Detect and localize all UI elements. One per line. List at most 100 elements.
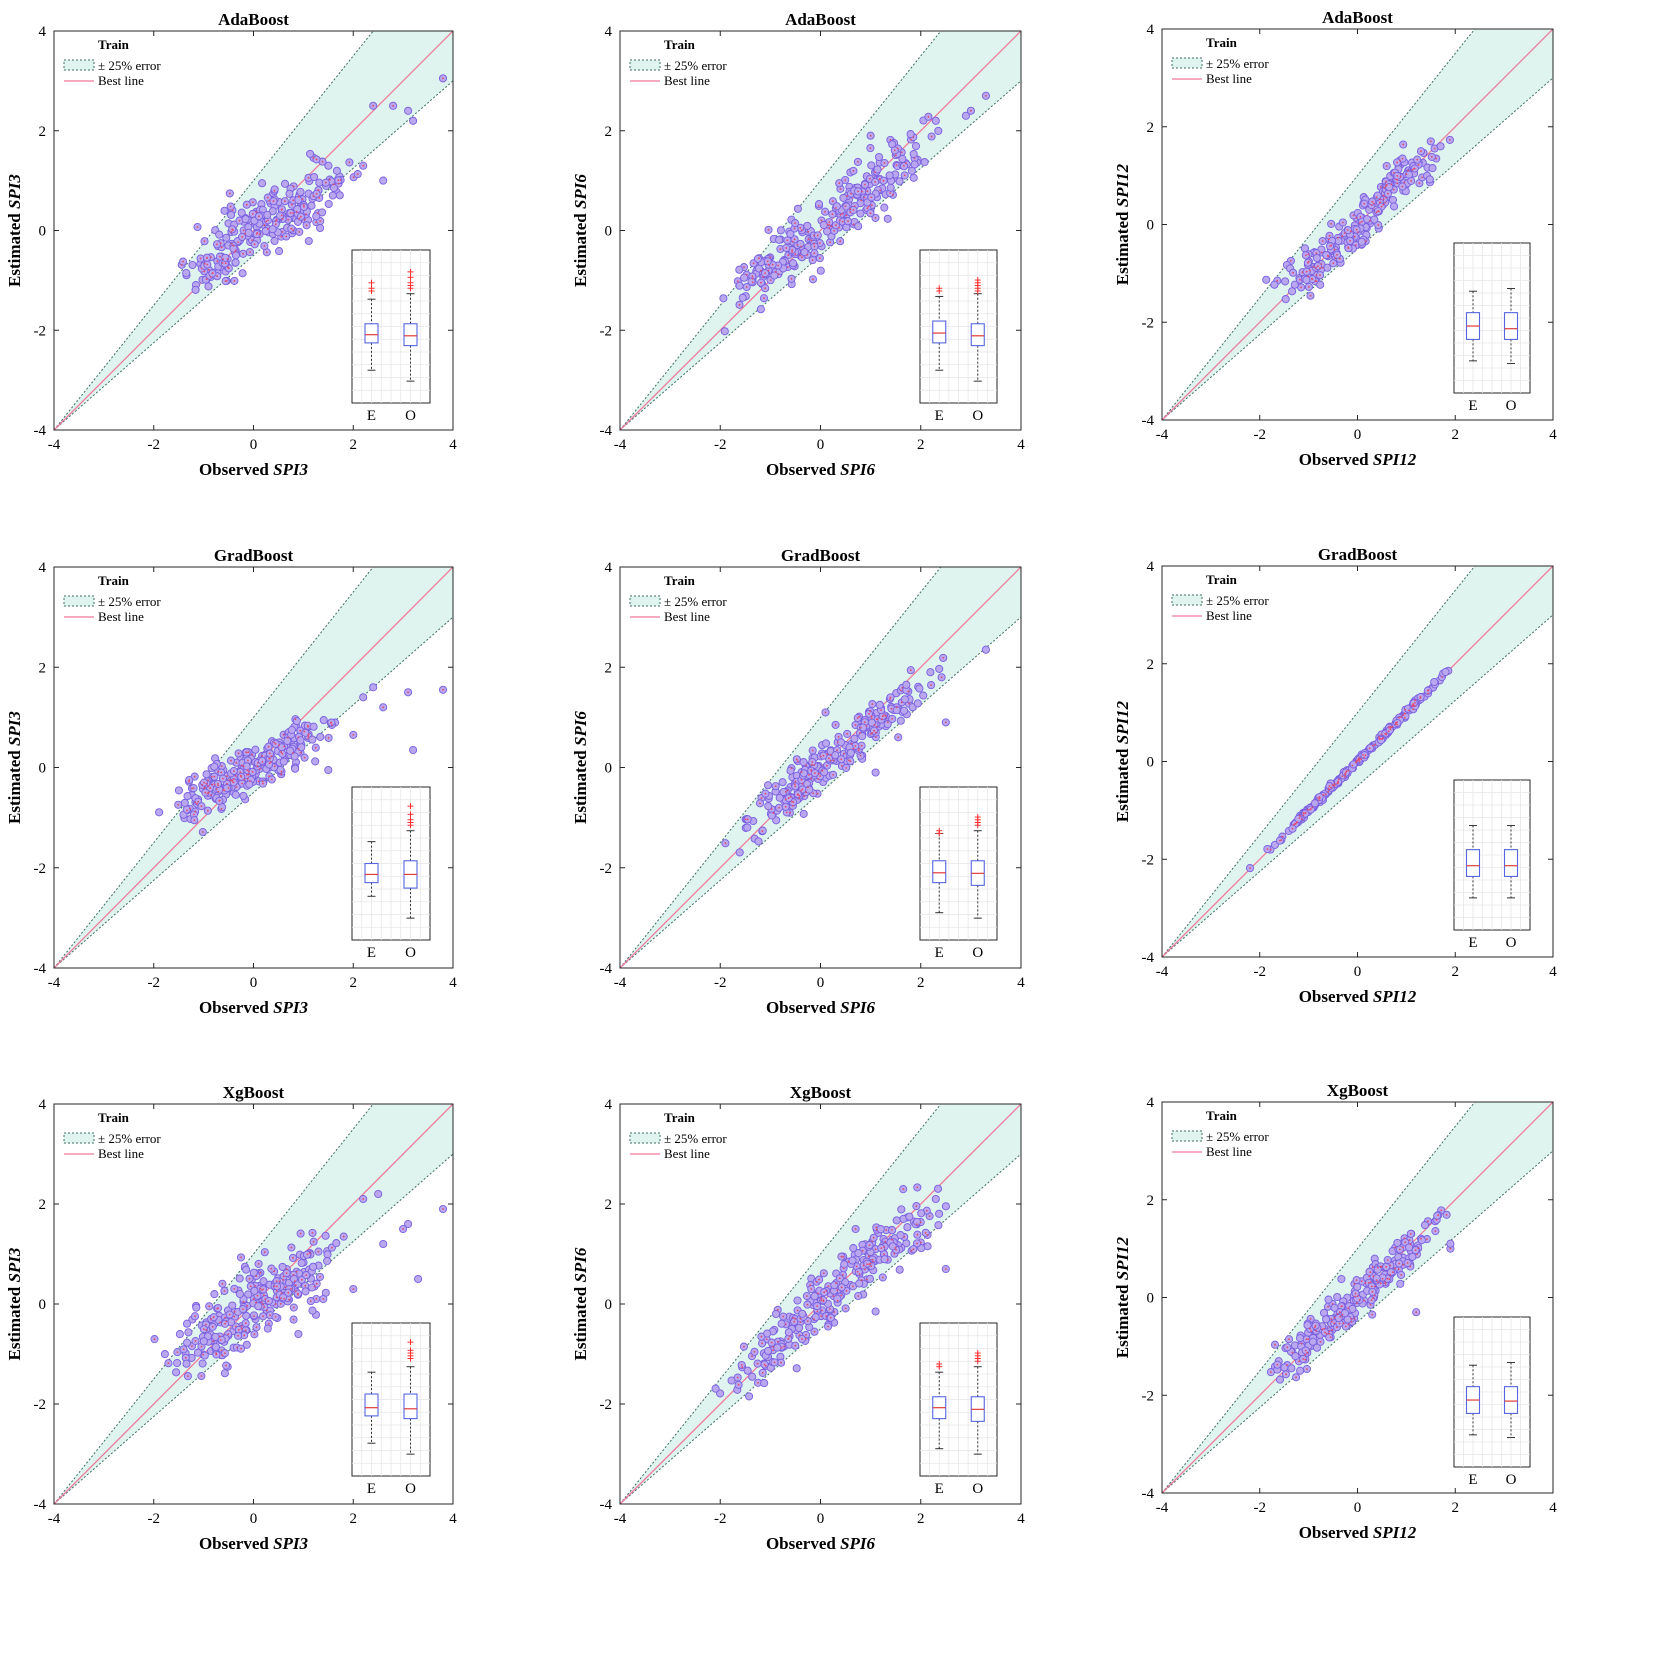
data-point-center: [1347, 1323, 1350, 1326]
data-point: [254, 1302, 263, 1311]
y-axis-label: Estimated SPI3: [5, 174, 24, 287]
data-point-center: [896, 147, 899, 150]
data-point-center: [230, 231, 233, 233]
data-point-center: [1435, 157, 1438, 160]
data-point-center: [233, 1310, 236, 1313]
data-point-center: [303, 730, 306, 733]
data-point-center: [1319, 1340, 1322, 1343]
data-point-center: [796, 1309, 799, 1312]
data-point-center: [407, 691, 409, 694]
data-point-center: [1307, 261, 1309, 264]
data-point-center: [1414, 699, 1417, 702]
data-point-center: [290, 1246, 293, 1249]
data-point-center: [1349, 230, 1352, 233]
data-point-center: [774, 785, 777, 788]
data-point: [917, 1209, 926, 1218]
x-tick-label: -2: [148, 1511, 161, 1527]
data-point-center: [778, 806, 780, 809]
data-point-center: [254, 1285, 257, 1287]
data-point-center: [1344, 773, 1347, 776]
data-point-center: [844, 1307, 847, 1310]
data-point-center: [315, 158, 318, 161]
data-point-center: [233, 770, 235, 772]
inset-label: O: [972, 1481, 983, 1497]
data-point-center: [287, 1291, 290, 1294]
data-point-center: [1318, 796, 1321, 798]
data-point-center: [829, 759, 832, 762]
data-point-center: [215, 788, 218, 790]
data-point-center: [219, 242, 222, 245]
x-tick-label: 2: [1452, 427, 1460, 443]
data-point: [227, 210, 236, 220]
data-point-center: [1377, 1266, 1379, 1269]
data-point-center: [285, 1268, 288, 1271]
data-point-center: [292, 1273, 295, 1276]
data-point-center: [1403, 181, 1406, 184]
data-point-center: [267, 1322, 270, 1325]
x-tick-label: 2: [917, 437, 925, 453]
data-point: [221, 253, 230, 262]
data-point: [871, 768, 880, 777]
data-point-center: [889, 192, 892, 194]
data-point-center: [930, 684, 932, 686]
data-point-center: [1413, 167, 1416, 170]
data-point: [173, 1358, 182, 1368]
data-point-center: [761, 830, 764, 833]
data-point-center: [226, 258, 229, 260]
data-point-center: [292, 1257, 294, 1259]
data-point: [329, 183, 338, 192]
x-tick-label: 4: [449, 1511, 457, 1527]
data-point: [217, 1335, 226, 1344]
y-tick-label: 2: [39, 124, 47, 140]
data-point-center: [270, 1267, 273, 1270]
error-band-upper: [620, 567, 942, 968]
data-point-center: [1429, 140, 1432, 143]
y-tick-label: -4: [34, 961, 47, 977]
data-point-center: [177, 803, 180, 806]
data-point-center: [1411, 705, 1414, 708]
data-point: [309, 1262, 318, 1271]
data-point-center: [767, 263, 770, 266]
data-point-center: [871, 703, 874, 705]
data-point-center: [1327, 255, 1329, 258]
data-point-center: [263, 1251, 266, 1254]
data-point: [228, 1301, 237, 1310]
data-point-center: [844, 179, 847, 181]
data-point-center: [245, 203, 248, 206]
data-point-center: [1368, 1275, 1371, 1278]
data-point-center: [255, 1301, 257, 1304]
data-point: [920, 158, 929, 167]
data-point-center: [822, 754, 825, 757]
data-point-center: [793, 227, 796, 230]
data-point-center: [1370, 1285, 1373, 1288]
data-point-center: [862, 1264, 865, 1267]
data-point: [850, 734, 859, 743]
data-point: [237, 208, 246, 217]
data-point-center: [1396, 161, 1398, 164]
data-point-center: [1298, 817, 1301, 819]
data-point-center: [1400, 1274, 1402, 1276]
data-point: [810, 1292, 819, 1301]
data-point-center: [251, 213, 254, 215]
data-point-center: [819, 755, 822, 758]
data-point-center: [818, 205, 820, 207]
data-point-center: [810, 239, 813, 242]
data-point: [1322, 250, 1331, 260]
data-point: [1330, 1303, 1339, 1312]
data-point-center: [352, 176, 355, 179]
data-point-center: [799, 226, 802, 229]
legend-band-label: ± 25% error: [1206, 56, 1269, 71]
data-point-center: [274, 1316, 277, 1318]
data-point-center: [191, 1345, 193, 1347]
data-point: [931, 116, 940, 125]
x-tick-label: -4: [48, 1511, 61, 1527]
data-point: [763, 781, 773, 790]
data-point-center: [1299, 278, 1301, 281]
data-point: [896, 1231, 905, 1240]
inset-label: E: [1468, 1472, 1477, 1488]
data-point-center: [787, 254, 790, 257]
data-point-center: [1333, 784, 1336, 787]
x-tick-label: 4: [1017, 1511, 1025, 1527]
data-point: [251, 745, 260, 754]
data-point-center: [784, 798, 787, 801]
